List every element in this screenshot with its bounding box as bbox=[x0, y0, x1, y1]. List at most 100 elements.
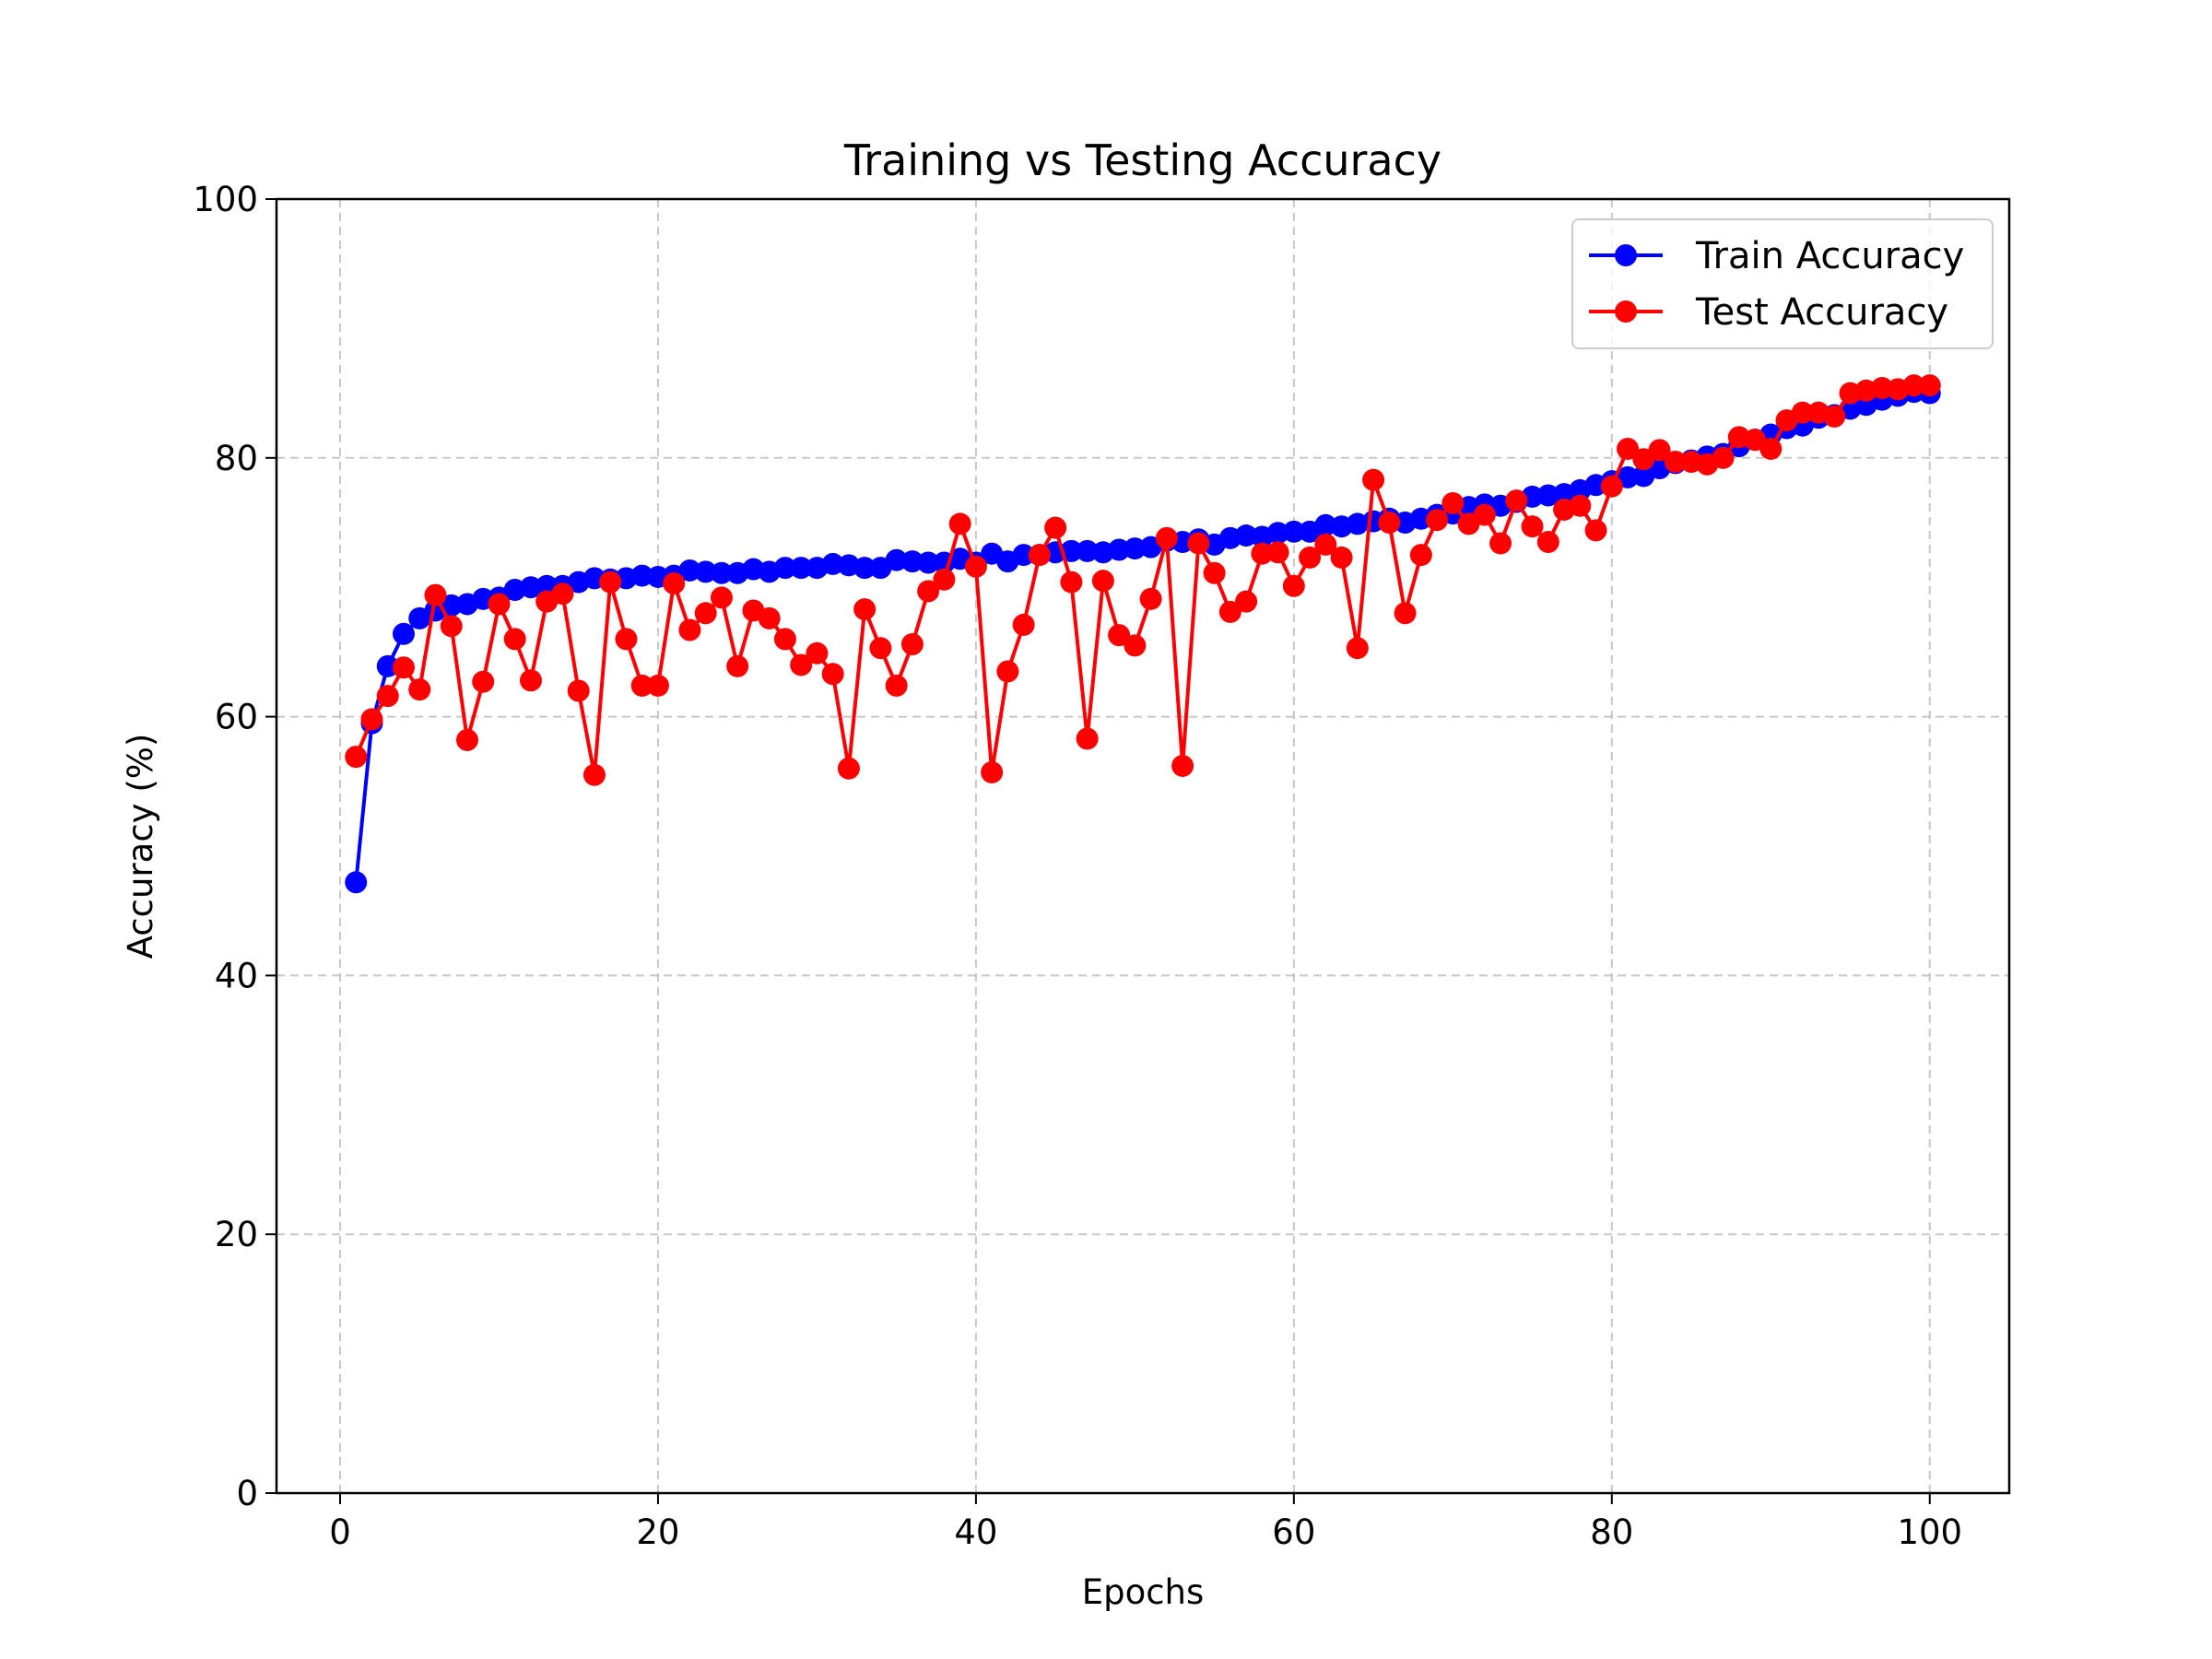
train-accuracy-point bbox=[376, 654, 399, 677]
test-accuracy-point bbox=[1712, 446, 1735, 469]
test-accuracy-point bbox=[1330, 546, 1353, 569]
train-accuracy-point bbox=[821, 552, 844, 575]
test-accuracy-point bbox=[646, 674, 669, 697]
test-accuracy-point bbox=[1521, 515, 1544, 538]
y-tick-label: 0 bbox=[236, 1474, 258, 1513]
train-accuracy-point bbox=[710, 561, 733, 584]
train-accuracy-point bbox=[1108, 538, 1131, 561]
test-accuracy-point bbox=[917, 580, 940, 603]
test-accuracy-point bbox=[726, 654, 749, 677]
train-accuracy-point bbox=[440, 594, 463, 617]
legend-swatches bbox=[1589, 244, 1663, 323]
test-accuracy-point bbox=[551, 582, 574, 606]
train-accuracy-point bbox=[917, 551, 940, 574]
x-tick-label: 100 bbox=[1897, 1512, 1962, 1552]
train-accuracy-point bbox=[1060, 539, 1083, 562]
test-accuracy-point bbox=[1044, 516, 1067, 539]
test-accuracy-point bbox=[1012, 613, 1035, 636]
test-accuracy-point bbox=[345, 746, 368, 769]
test-accuracy-point bbox=[1235, 590, 1258, 613]
test-accuracy-point bbox=[1108, 624, 1131, 647]
test-accuracy-point bbox=[1299, 546, 1322, 569]
train-accuracy-point bbox=[1536, 484, 1559, 507]
test-accuracy-point bbox=[567, 679, 590, 702]
y-axis-title: Accuracy (%) bbox=[121, 734, 160, 959]
test-accuracy-point bbox=[1346, 637, 1369, 660]
test-accuracy-point bbox=[630, 674, 653, 697]
test-accuracy-point bbox=[1791, 401, 1814, 424]
test-accuracy-point bbox=[599, 571, 622, 594]
test-accuracy-point bbox=[1536, 531, 1559, 554]
y-tick-label: 40 bbox=[215, 956, 258, 995]
legend-label-test: Test Accuracy bbox=[1695, 291, 1948, 334]
legend-swatch-marker-test-accuracy bbox=[1615, 300, 1637, 323]
y-tick-label: 60 bbox=[215, 698, 258, 737]
x-tick-label: 80 bbox=[1590, 1512, 1633, 1552]
test-accuracy-point bbox=[1664, 451, 1687, 474]
test-accuracy-point bbox=[1028, 544, 1051, 567]
test-accuracy-point bbox=[1759, 437, 1783, 460]
test-accuracy-point bbox=[948, 512, 971, 535]
train-accuracy-point bbox=[1076, 539, 1099, 562]
train-accuracy-point bbox=[678, 559, 701, 582]
test-accuracy-point bbox=[1187, 532, 1210, 555]
train-accuracy-point bbox=[1235, 524, 1258, 547]
test-accuracy-point bbox=[933, 568, 956, 591]
test-accuracy-point bbox=[440, 615, 463, 638]
train-accuracy-point bbox=[630, 564, 653, 587]
x-tick-label: 40 bbox=[954, 1512, 997, 1552]
y-tick-label: 80 bbox=[215, 439, 258, 478]
train-accuracy-point bbox=[1124, 537, 1147, 560]
test-accuracy-point bbox=[1409, 544, 1432, 567]
test-accuracy-point bbox=[1076, 727, 1099, 750]
x-axis-title: Epochs bbox=[1082, 1572, 1205, 1612]
train-accuracy-point bbox=[345, 871, 368, 894]
test-accuracy-point bbox=[1505, 489, 1528, 512]
test-accuracy-point bbox=[424, 583, 447, 606]
test-accuracy-point bbox=[1155, 526, 1178, 549]
test-accuracy-point bbox=[1060, 571, 1083, 594]
test-accuracy-point bbox=[1203, 561, 1226, 584]
test-accuracy-point bbox=[519, 669, 542, 692]
test-accuracy-point bbox=[1600, 475, 1623, 498]
test-accuracy-point bbox=[900, 632, 924, 655]
train-accuracy-point bbox=[1012, 544, 1035, 567]
test-accuracy-point bbox=[678, 618, 701, 641]
test-accuracy-point bbox=[1091, 570, 1114, 593]
test-accuracy-point bbox=[869, 637, 892, 660]
test-accuracy-point bbox=[1918, 374, 1941, 397]
test-accuracy-point bbox=[996, 660, 1019, 683]
train-accuracy-point bbox=[900, 550, 924, 573]
train-accuracy-point bbox=[392, 622, 415, 645]
test-accuracy-point bbox=[663, 571, 686, 594]
train-accuracy-point bbox=[694, 560, 717, 583]
test-accuracy-point bbox=[837, 757, 860, 780]
test-accuracy-point bbox=[1171, 754, 1194, 777]
test-accuracy-point bbox=[821, 663, 844, 686]
x-tick-label: 0 bbox=[329, 1512, 351, 1552]
test-accuracy-point bbox=[376, 685, 399, 708]
test-accuracy-point bbox=[472, 670, 495, 693]
test-accuracy-point bbox=[408, 678, 431, 701]
test-accuracy-point bbox=[790, 653, 813, 677]
test-accuracy-point bbox=[1569, 494, 1592, 517]
y-tick-label: 20 bbox=[215, 1215, 258, 1254]
test-accuracy-point bbox=[615, 628, 638, 651]
test-accuracy-point bbox=[964, 555, 987, 578]
test-accuracy-point bbox=[455, 728, 478, 751]
legend-box bbox=[1571, 218, 1994, 349]
plot-series bbox=[345, 374, 1941, 894]
test-accuracy-point bbox=[1648, 439, 1671, 462]
train-accuracy-point bbox=[519, 576, 542, 599]
train-accuracy-point bbox=[773, 557, 796, 580]
x-tick-label: 20 bbox=[636, 1512, 679, 1552]
test-accuracy-point bbox=[758, 606, 781, 629]
train-accuracy-point bbox=[1314, 513, 1337, 536]
test-accuracy-point bbox=[885, 674, 908, 697]
train-accuracy-point bbox=[1282, 520, 1305, 543]
test-accuracy-point bbox=[1266, 541, 1289, 564]
test-accuracy-point bbox=[1218, 600, 1241, 623]
y-tick-label: 100 bbox=[193, 180, 258, 219]
legend: Train Accuracy Test Accuracy bbox=[1571, 218, 1994, 349]
